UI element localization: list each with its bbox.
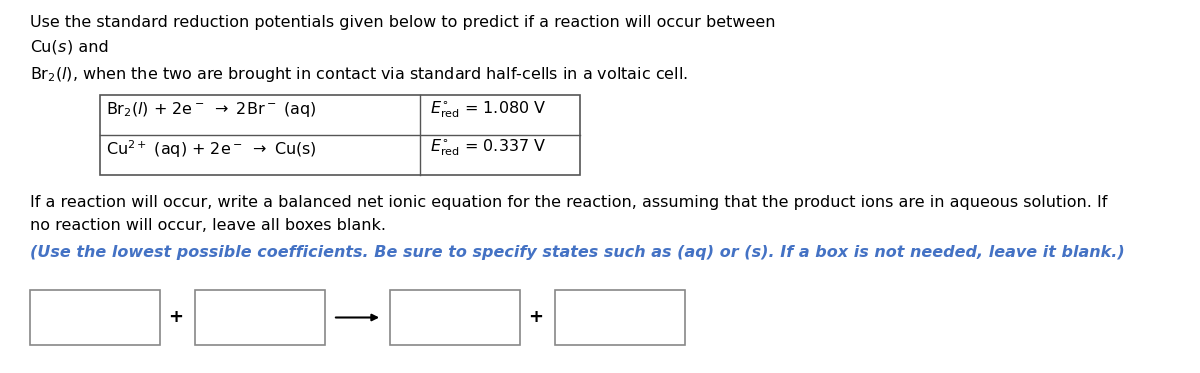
Text: Br$_2$($l$), when the two are brought in contact via standard half-cells in a vo: Br$_2$($l$), when the two are brought in… xyxy=(30,65,688,84)
Text: +: + xyxy=(168,308,184,326)
Text: $E^{\circ}_{\mathrm{red}}$ = 0.337 V: $E^{\circ}_{\mathrm{red}}$ = 0.337 V xyxy=(430,138,546,159)
Text: +: + xyxy=(528,308,542,326)
Bar xyxy=(30,290,160,345)
Text: s: s xyxy=(58,40,66,55)
Text: If a reaction will occur, write a balanced net ionic equation for the reaction, : If a reaction will occur, write a balanc… xyxy=(30,195,1108,210)
Text: (Use the lowest possible coefficients. Be sure to specify states such as (aq) or: (Use the lowest possible coefficients. B… xyxy=(30,245,1124,260)
Bar xyxy=(390,290,520,345)
Bar xyxy=(100,95,580,175)
Text: no reaction will occur, leave all boxes blank.: no reaction will occur, leave all boxes … xyxy=(30,218,386,233)
Text: Cu(: Cu( xyxy=(30,40,58,55)
Bar xyxy=(194,290,325,345)
Bar xyxy=(554,290,685,345)
Text: $E^{\circ}_{\mathrm{red}}$ = 1.080 V: $E^{\circ}_{\mathrm{red}}$ = 1.080 V xyxy=(430,100,546,120)
Text: Use the standard reduction potentials given below to predict if a reaction will : Use the standard reduction potentials gi… xyxy=(30,15,775,30)
Text: Br$_2$($l$) + 2e$^-$ $\rightarrow$ 2Br$^-$ (aq): Br$_2$($l$) + 2e$^-$ $\rightarrow$ 2Br$^… xyxy=(106,100,317,119)
Text: ) and: ) and xyxy=(67,40,109,55)
Text: Cu$^{2+}$ (aq) + 2e$^-$ $\rightarrow$ Cu(s): Cu$^{2+}$ (aq) + 2e$^-$ $\rightarrow$ Cu… xyxy=(106,138,317,160)
